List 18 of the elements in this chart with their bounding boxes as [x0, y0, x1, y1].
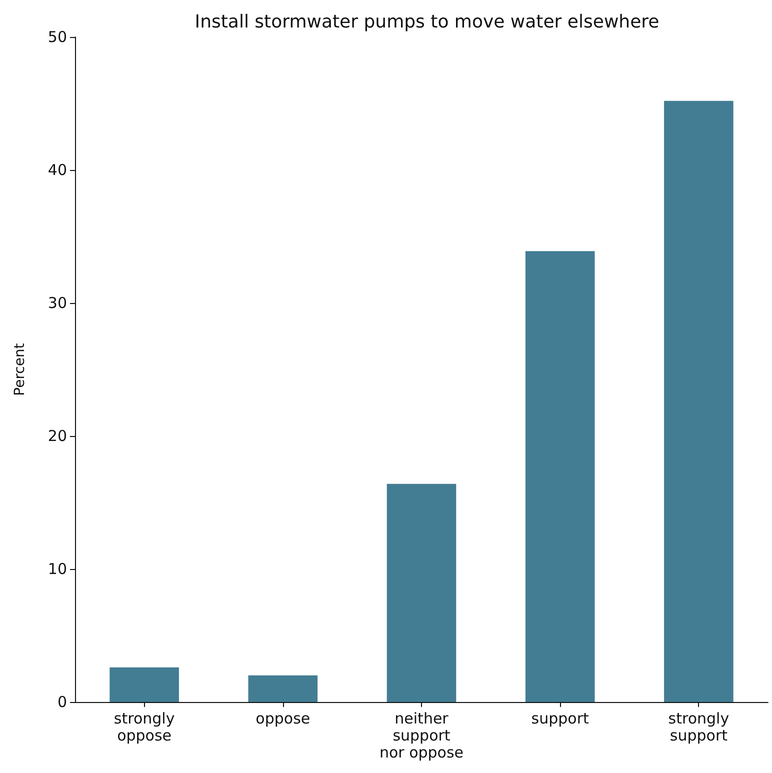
y-tick-label: 0 — [57, 693, 67, 711]
bar — [664, 100, 734, 702]
x-tick-label: strongly support — [668, 710, 730, 744]
y-tick-label: 30 — [48, 294, 67, 312]
bar — [386, 484, 456, 702]
x-tick-label: oppose — [256, 710, 310, 728]
bar — [110, 667, 179, 702]
x-tick-label: neither support nor oppose — [379, 710, 464, 762]
y-tick-label: 10 — [48, 560, 67, 578]
y-tick-label: 50 — [48, 28, 67, 46]
x-tick-label: strongly oppose — [114, 710, 175, 744]
y-axis-title: Percent — [12, 342, 28, 396]
bar — [248, 675, 318, 702]
x-tick-label: support — [531, 710, 590, 728]
y-tick-label: 20 — [48, 427, 67, 445]
chart-title: Install stormwater pumps to move water elsewhere — [194, 12, 660, 32]
y-tick-label: 40 — [48, 161, 67, 179]
bar — [525, 251, 595, 702]
